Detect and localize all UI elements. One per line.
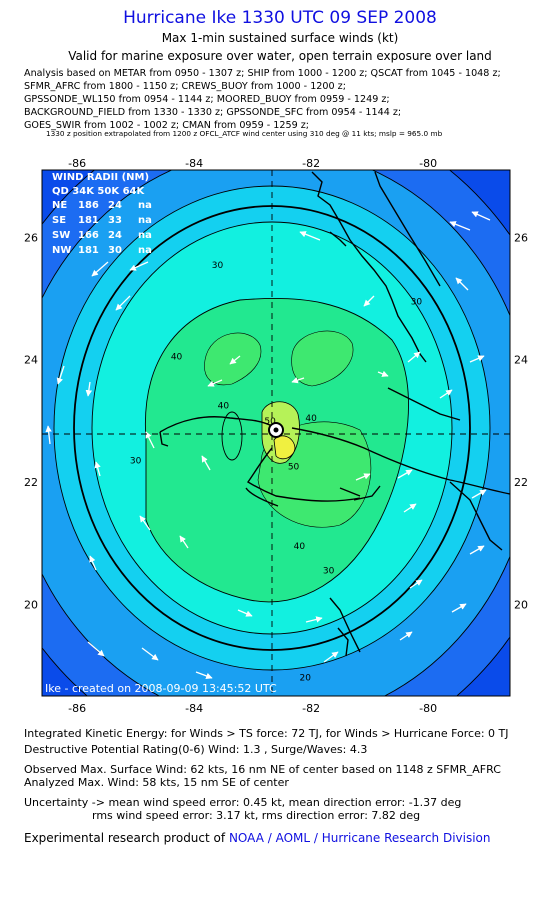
storm-center-icon <box>268 422 284 438</box>
destructive-potential: Destructive Potential Rating(0-6) Wind: … <box>24 743 368 756</box>
ike-energy: Integrated Kinetic Energy: for Winds > T… <box>24 727 509 740</box>
lat-tick-label: 22 <box>24 476 38 489</box>
contour-label: 30 <box>323 567 335 577</box>
radii-34kt: 186 <box>78 200 99 211</box>
uncertainty-rms: rms wind speed error: 3.17 kt, rms direc… <box>92 809 421 822</box>
contour-label: 40 <box>294 542 306 552</box>
radii-64kt: na <box>138 245 152 256</box>
radii-34kt: 181 <box>78 215 99 226</box>
analysis-line: GOES_SWIR from 1002 - 1002 z; CMAN from … <box>24 120 310 131</box>
hrd-link[interactable]: NOAA / AOML / Hurricane Research Divisio… <box>228 831 491 845</box>
wind-radii-header: QD 34K 50K 64K <box>52 186 145 197</box>
radii-64kt: na <box>138 200 152 211</box>
contour-label: 40 <box>218 402 230 412</box>
contour-label: 30 <box>411 298 423 308</box>
page-subtitle: Max 1-min sustained surface winds (kt) <box>161 31 399 45</box>
lon-tick-label: -82 <box>302 157 320 170</box>
radii-50kt: 33 <box>108 215 122 226</box>
analysis-line: Analysis based on METAR from 0950 - 1307… <box>24 68 501 79</box>
radii-quadrant: NW <box>52 245 71 256</box>
wind-radii-title: WIND RADII (NM) <box>52 172 149 183</box>
radii-50kt: 30 <box>108 245 122 256</box>
product-prefix: Experimental research product of <box>24 831 226 845</box>
radii-50kt: 24 <box>108 200 122 211</box>
wind-radii-table: WIND RADII (NM) QD 34K 50K 64K NE 186 24 na… <box>52 172 152 256</box>
wind-field: 30 30 30 30 40 40 40 40 50 50 20 Ike - created on … <box>42 170 510 696</box>
lat-tick-label: 24 <box>514 354 528 367</box>
analysis-line: SFMR_AFRC from 1800 - 1150 z; CREWS_BUOY… <box>24 81 346 92</box>
page-title: Hurricane Ike 1330 UTC 09 SEP 2008 <box>123 8 437 28</box>
contour-label: 30 <box>130 457 142 467</box>
analysis-line: BACKGROUND_FIELD from 1330 - 1330 z; GPS… <box>24 107 402 118</box>
contour-label: 50 <box>264 417 276 427</box>
analysis-line: GPSSONDE_WL150 from 0954 - 1144 z; MOORE… <box>24 94 390 105</box>
latitude-axis-left: 26 24 22 20 <box>24 231 38 611</box>
contour-label: 50 <box>288 463 300 473</box>
contour-label: 30 <box>212 261 224 271</box>
lat-tick-label: 26 <box>24 231 38 244</box>
map-frame <box>41 169 511 697</box>
product-credit: Experimental research product of NOAA / … <box>24 831 491 845</box>
lat-tick-label: 26 <box>514 231 528 244</box>
radii-50kt: 24 <box>108 230 122 241</box>
lon-tick-label: -82 <box>302 702 320 715</box>
radii-34kt: 166 <box>78 230 99 241</box>
lon-tick-label: -86 <box>68 157 86 170</box>
radii-quadrant: SW <box>52 230 70 241</box>
latitude-axis-right: 26 24 22 20 <box>514 231 528 611</box>
wind-vectors <box>45 211 491 679</box>
lat-tick-label: 20 <box>24 598 38 611</box>
validity-note: Valid for marine exposure over water, op… <box>68 49 492 63</box>
lon-tick-label: -80 <box>419 702 437 715</box>
contour-labels: 30 30 30 30 40 40 40 40 50 50 20 <box>130 261 423 684</box>
lat-tick-label: 24 <box>24 354 38 367</box>
analyzed-max-wind: Analyzed Max. Wind: 58 kts, 15 nm SE of … <box>24 776 289 789</box>
longitude-axis-bottom: -86 -84 -82 -80 <box>68 702 437 715</box>
wind-max-core <box>273 435 296 460</box>
observed-max-wind: Observed Max. Surface Wind: 62 kts, 16 n… <box>24 763 501 776</box>
lon-tick-label: -86 <box>68 702 86 715</box>
contour-label: 20 <box>300 674 312 684</box>
map-watermark: Ike - created on 2008-09-09 13:45:52 UTC <box>45 682 277 695</box>
radii-quadrant: SE <box>52 215 66 226</box>
lon-tick-label: -84 <box>185 702 203 715</box>
extrapolation-note: 1330 z position extrapolated from 1200 z… <box>46 129 443 138</box>
radii-64kt: na <box>138 230 152 241</box>
radii-quadrant: NE <box>52 200 67 211</box>
lon-tick-label: -84 <box>185 157 203 170</box>
radii-34kt: 181 <box>78 245 99 256</box>
coastlines <box>159 171 510 657</box>
lat-tick-label: 22 <box>514 476 528 489</box>
contour-label: 40 <box>171 353 183 363</box>
contour-label: 40 <box>305 414 317 424</box>
radii-64kt: na <box>138 215 152 226</box>
uncertainty-mean: Uncertainty -> mean wind speed error: 0.… <box>24 796 462 809</box>
lat-tick-label: 20 <box>514 598 528 611</box>
longitude-axis-top: -86 -84 -82 -80 <box>68 157 437 170</box>
lon-tick-label: -80 <box>419 157 437 170</box>
